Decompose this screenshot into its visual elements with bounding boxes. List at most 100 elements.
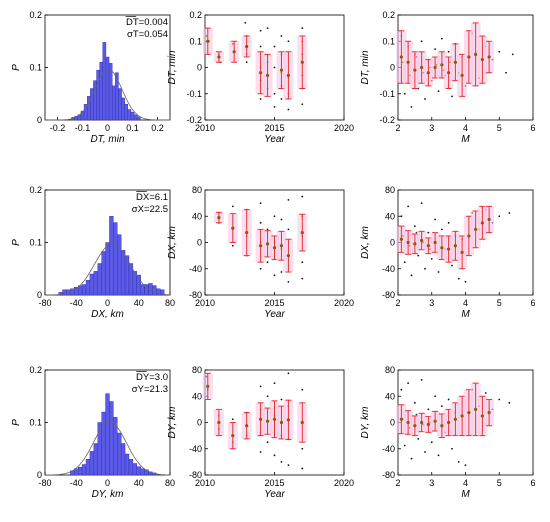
histogram-bar [85, 459, 91, 476]
y-axis-label: DX, km [167, 226, 178, 259]
histogram-bar [117, 234, 122, 296]
y-tick-label: 0.2 [189, 10, 202, 20]
mean-marker [474, 52, 478, 56]
y-tick-label: 0 [37, 470, 42, 480]
mean-marker [467, 411, 471, 415]
x-tick-label: 0.1 [126, 123, 139, 133]
histogram-bar [105, 393, 110, 476]
x-tick-label: 6 [530, 298, 535, 308]
mean-marker [206, 39, 210, 43]
histogram-bar [152, 285, 157, 296]
scatter-point [420, 202, 423, 205]
scatter-point [457, 460, 460, 463]
histogram-bar [160, 289, 165, 296]
scatter-point [451, 447, 453, 450]
scatter-point [424, 267, 426, 270]
y-axis-label: DY, km [167, 407, 178, 439]
y-axis-label: P [11, 239, 22, 246]
mean-marker [279, 68, 284, 72]
normal-fit-curve [45, 421, 170, 476]
histogram-bar [140, 284, 145, 296]
x-tick-label: 0 [105, 298, 110, 308]
mean-marker [453, 417, 457, 421]
scatter-point [273, 454, 276, 457]
scatter-point [301, 27, 304, 30]
y-tick-label: 0 [37, 115, 42, 125]
x-axis-label: M [461, 309, 470, 320]
scatter-point [424, 451, 426, 453]
y-tick-label: -40 [189, 264, 202, 274]
mean-marker [300, 60, 304, 64]
mean-marker [406, 420, 410, 425]
histogram-bar [93, 443, 98, 476]
scatter-point [505, 71, 507, 74]
y-tick-label: 40 [192, 211, 202, 221]
y-tick-label: -40 [382, 264, 395, 274]
scatter-point [464, 280, 467, 283]
panel-year-dx: 2010 2015 2020 -80 -40 0 40 80 Year DX, km [167, 185, 354, 320]
mean-marker [447, 71, 451, 75]
scatter-point [498, 398, 501, 401]
scatter-point [266, 27, 269, 30]
x-tick-label: 80 [165, 298, 175, 308]
mean-marker [265, 73, 270, 77]
mean-marker [460, 73, 464, 77]
panel-year-dy: 2010 2015 2020 -80 -40 0 40 80 Year DY, km [167, 365, 354, 500]
x-tick-label: 6 [530, 478, 535, 488]
histogram-bar [124, 104, 129, 121]
histogram-bar [81, 464, 87, 476]
scatter-point [437, 454, 440, 457]
stats-label: DT=0.004 [126, 17, 168, 28]
normal-fit-curve [45, 69, 170, 121]
x-tick-label: 2020 [334, 478, 354, 488]
mean-marker [245, 44, 249, 49]
x-tick-label: 3 [429, 298, 434, 308]
mean-marker [426, 244, 430, 248]
scatter-point [427, 231, 430, 234]
mean-marker [286, 418, 290, 422]
mean-marker [206, 384, 210, 389]
panel-mag-dy: 2 3 4 5 6 -80 -40 0 40 80 M DY, km [360, 365, 536, 500]
y-tick-label: -0.2 [379, 115, 395, 125]
scatter-point [403, 261, 406, 264]
x-tick-label: -40 [70, 478, 83, 488]
histogram-bar [81, 284, 87, 296]
scatter-point [259, 221, 262, 224]
x-tick-label: 6 [530, 123, 535, 133]
x-tick-label: 2 [395, 123, 400, 133]
stats-label: σY=21.3 [132, 384, 168, 395]
mean-marker [217, 55, 221, 59]
scatter-point [508, 212, 511, 214]
y-tick-label: 0.1 [29, 63, 42, 73]
scatter-point [301, 261, 304, 264]
scatter-point [447, 398, 450, 401]
y-tick-label: 0.2 [382, 10, 395, 20]
scatter-point [484, 392, 487, 394]
mean-marker [279, 244, 284, 248]
y-tick-label: 0.1 [382, 36, 395, 46]
mean-marker [259, 417, 263, 421]
mean-marker [399, 417, 403, 421]
y-axis-label: DT, min [167, 50, 178, 85]
y-tick-label: -0.2 [186, 115, 202, 125]
mean-marker [399, 55, 403, 59]
x-axis-label: Year [264, 134, 285, 145]
x-axis-label: DY, km [92, 489, 124, 500]
y-axis-label: DX, km [360, 226, 371, 259]
mean-marker [467, 55, 471, 59]
scatter-point [280, 98, 283, 100]
scatter-point [244, 21, 247, 24]
histogram-bar [111, 85, 116, 121]
mean-marker [480, 221, 484, 225]
stats-label: σT=0.054 [127, 29, 168, 40]
histogram-bar [105, 242, 110, 296]
scatter-point [266, 228, 269, 231]
scatter-point [259, 202, 262, 205]
mean-marker [447, 247, 451, 251]
scatter-point [287, 464, 290, 467]
y-axis-label: P [11, 64, 22, 71]
y-tick-label: -80 [189, 470, 202, 480]
y-tick-label: 0.1 [189, 36, 202, 46]
histogram-bar [132, 463, 137, 476]
